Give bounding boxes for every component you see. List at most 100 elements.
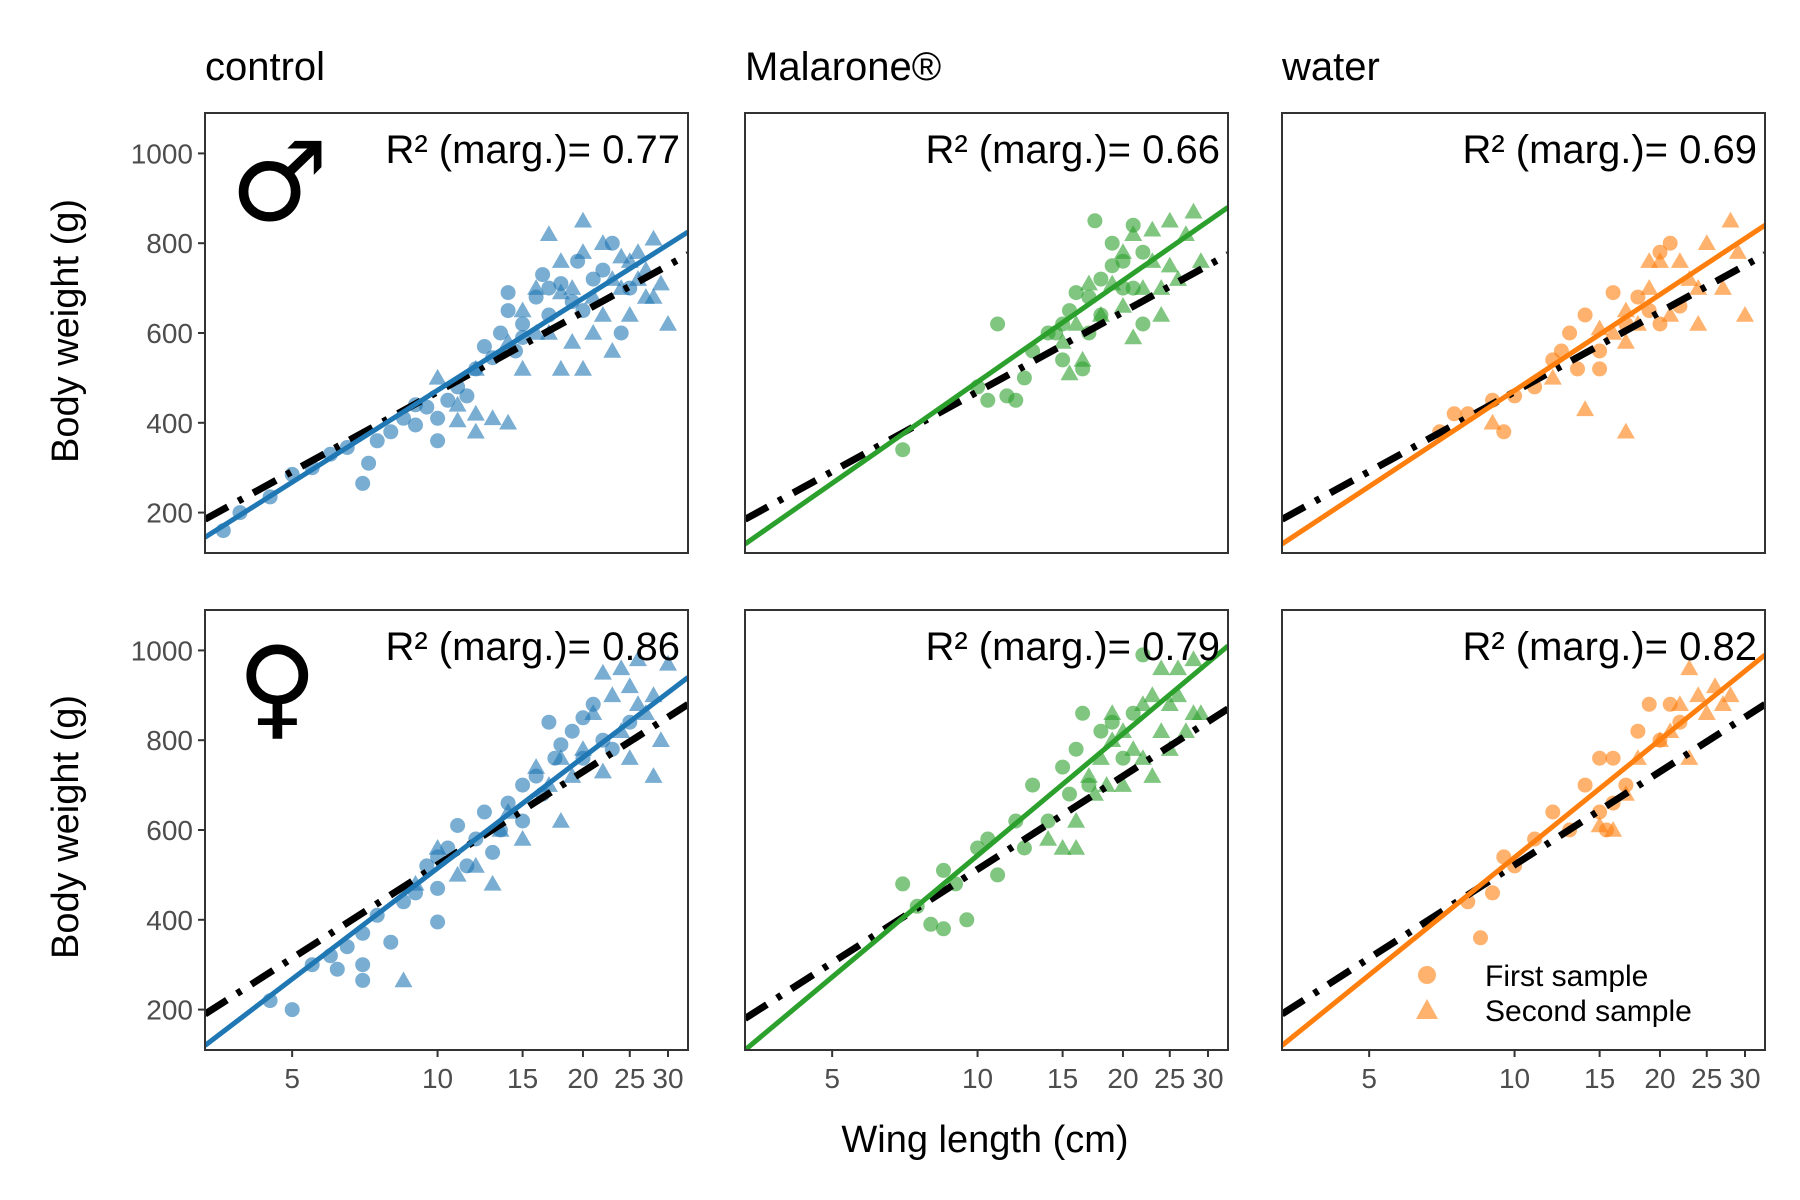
point-second-sample xyxy=(527,279,546,295)
point-second-sample xyxy=(1160,695,1179,711)
panel-plot-area xyxy=(205,650,688,1048)
point-second-sample xyxy=(1184,202,1203,219)
group-fit-line xyxy=(1282,652,1765,1048)
point-second-sample xyxy=(1114,722,1132,738)
panel-frame xyxy=(744,112,1229,554)
point-first-sample xyxy=(1545,804,1561,820)
point-second-sample xyxy=(1152,659,1171,676)
x-tick-label: 25 xyxy=(1691,1063,1722,1094)
point-first-sample xyxy=(1662,235,1678,251)
point-first-sample xyxy=(515,813,531,829)
point-first-sample xyxy=(990,316,1006,332)
point-second-sample xyxy=(1079,767,1098,783)
point-second-sample xyxy=(1133,749,1152,765)
point-second-sample xyxy=(1067,839,1086,855)
point-second-sample xyxy=(513,830,532,846)
point-second-sample xyxy=(1713,279,1732,295)
r2-label: R² (marg.)= 0.66 xyxy=(925,128,1220,172)
point-first-sample xyxy=(980,392,996,408)
point-second-sample xyxy=(1697,234,1716,250)
x-tick-label: 15 xyxy=(507,1063,538,1094)
point-second-sample xyxy=(1124,740,1143,756)
point-second-sample xyxy=(448,865,467,882)
overall-fit-line xyxy=(745,705,1228,1022)
legend-label-first-sample: First sample xyxy=(1485,960,1648,993)
point-second-sample xyxy=(551,749,570,765)
point-first-sample xyxy=(895,876,911,892)
point-first-sample xyxy=(1068,741,1084,757)
point-first-sample xyxy=(440,392,456,408)
x-tick-label: 10 xyxy=(422,1063,453,1094)
point-second-sample xyxy=(551,359,570,376)
point-second-sample xyxy=(1604,324,1623,340)
point-first-sample xyxy=(1016,840,1032,856)
point-first-sample xyxy=(1592,343,1608,359)
panel-plot-area xyxy=(205,211,688,540)
point-second-sample xyxy=(1079,274,1098,291)
point-second-sample xyxy=(448,395,467,412)
point-second-sample xyxy=(1191,252,1210,268)
point-second-sample xyxy=(1091,749,1110,765)
group-fit-line xyxy=(1282,223,1765,547)
point-first-sample xyxy=(383,934,399,950)
point-second-sample xyxy=(1053,333,1072,349)
x-tick-label: 30 xyxy=(652,1063,683,1094)
panel-plot-area xyxy=(745,644,1228,1050)
point-second-sample xyxy=(448,411,467,428)
point-second-sample xyxy=(612,659,631,676)
point-second-sample xyxy=(574,211,592,228)
point-second-sample xyxy=(563,767,582,783)
point-second-sample xyxy=(1103,704,1122,720)
point-second-sample xyxy=(1073,350,1092,367)
point-second-sample xyxy=(1133,695,1152,711)
point-first-sample xyxy=(1630,723,1646,739)
x-tick-label: 20 xyxy=(1644,1063,1675,1094)
point-second-sample xyxy=(1143,686,1162,703)
x-tick-label: 25 xyxy=(1154,1063,1185,1094)
legend-circle-marker xyxy=(1418,966,1436,984)
point-second-sample xyxy=(1721,211,1740,228)
x-tick-label: 30 xyxy=(1192,1063,1223,1094)
point-first-sample xyxy=(595,262,611,278)
x-tick-label: 5 xyxy=(824,1063,840,1094)
x-tick-label: 5 xyxy=(284,1063,300,1094)
point-second-sample xyxy=(1640,279,1659,295)
point-second-sample xyxy=(1060,364,1079,381)
point-second-sample xyxy=(644,288,663,304)
group-fit-line xyxy=(745,205,1228,547)
panel-plot-area xyxy=(1282,211,1765,547)
point-second-sample xyxy=(584,288,603,304)
point-first-sample xyxy=(895,442,911,458)
point-second-sample xyxy=(483,409,502,426)
point-second-sample xyxy=(1670,695,1689,711)
point-second-sample xyxy=(1114,776,1132,792)
point-second-sample xyxy=(644,767,663,783)
panel-malarone-male: R² (marg.)= 0.66 xyxy=(744,112,1229,554)
point-first-sample xyxy=(476,804,492,820)
point-second-sample xyxy=(394,971,413,988)
point-second-sample xyxy=(593,234,612,250)
point-second-sample xyxy=(466,856,485,873)
point-second-sample xyxy=(620,306,639,322)
r2-label: R² (marg.)= 0.69 xyxy=(1462,128,1757,172)
point-first-sample xyxy=(1446,406,1462,422)
point-second-sample xyxy=(1616,333,1635,349)
point-first-sample xyxy=(575,710,591,726)
point-first-sample xyxy=(430,410,446,426)
point-first-sample xyxy=(1093,271,1109,287)
point-first-sample xyxy=(369,433,385,449)
point-second-sample xyxy=(483,874,502,891)
facet-title-control: control xyxy=(205,45,325,89)
point-first-sample xyxy=(1135,244,1151,260)
y-tick-label: 600 xyxy=(146,815,193,846)
point-first-sample xyxy=(355,475,371,491)
point-second-sample xyxy=(593,663,612,680)
group-fit-line xyxy=(745,644,1228,1050)
point-second-sample xyxy=(1124,328,1143,345)
point-first-sample xyxy=(1135,647,1151,663)
point-second-sample xyxy=(1124,225,1143,241)
r2-label: R² (marg.)= 0.82 xyxy=(1462,625,1757,669)
point-second-sample xyxy=(1169,686,1187,703)
point-first-sample xyxy=(1055,352,1071,368)
